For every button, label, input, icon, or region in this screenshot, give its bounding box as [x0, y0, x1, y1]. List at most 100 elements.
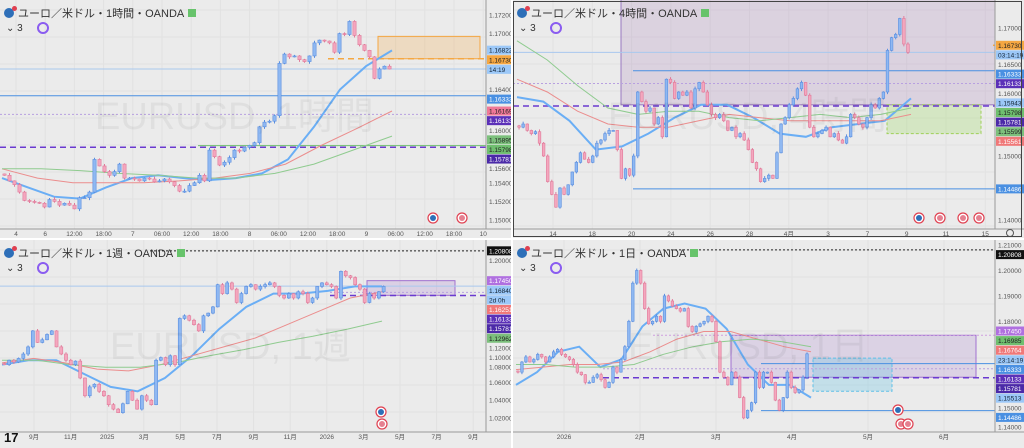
candle[interactable] — [212, 148, 217, 159]
candle[interactable] — [783, 116, 787, 125]
candle[interactable] — [632, 153, 636, 178]
candle[interactable] — [147, 176, 152, 181]
chart-title[interactable]: ユーロ／米ドル・1日・OANDA — [531, 248, 687, 260]
candle[interactable] — [45, 333, 49, 341]
candle[interactable] — [541, 142, 546, 157]
candle[interactable] — [302, 58, 307, 63]
candle[interactable] — [382, 65, 387, 70]
candle[interactable] — [718, 340, 722, 374]
economic-event-us-icon[interactable] — [934, 212, 946, 224]
candle[interactable] — [570, 171, 574, 187]
candle[interactable] — [713, 112, 718, 121]
candle[interactable] — [775, 151, 779, 179]
candle[interactable] — [536, 352, 540, 361]
candle[interactable] — [232, 149, 237, 160]
symbol-header[interactable]: ユーロ／米ドル・1週・OANDA — [4, 245, 186, 261]
candle[interactable] — [836, 131, 840, 142]
candle[interactable] — [793, 385, 797, 394]
candle[interactable] — [898, 17, 902, 37]
candle[interactable] — [277, 61, 282, 118]
candle[interactable] — [122, 163, 127, 180]
candle[interactable] — [282, 294, 286, 300]
candle[interactable] — [277, 285, 282, 298]
candle[interactable] — [521, 121, 525, 129]
candle[interactable] — [781, 396, 785, 413]
candle[interactable] — [771, 174, 775, 179]
candle[interactable] — [578, 151, 583, 164]
candle[interactable] — [591, 154, 595, 164]
chart-panel-4h[interactable]: ユーロ／米ドル・4時間・OANDA ⌄ 3 EURUSD, 4時間 1.1700… — [513, 0, 1024, 238]
candle[interactable] — [746, 137, 750, 151]
candle[interactable] — [651, 320, 655, 326]
candle[interactable] — [607, 127, 611, 136]
candle[interactable] — [789, 370, 793, 390]
candle[interactable] — [97, 158, 102, 167]
candle[interactable] — [587, 156, 591, 164]
candle[interactable] — [258, 284, 263, 292]
candle[interactable] — [902, 16, 906, 47]
candle[interactable] — [754, 161, 759, 171]
candle[interactable] — [853, 112, 857, 120]
candle[interactable] — [787, 102, 791, 120]
candle[interactable] — [320, 282, 324, 289]
candle[interactable] — [348, 274, 353, 280]
candle[interactable] — [211, 305, 215, 315]
candle[interactable] — [272, 114, 277, 124]
candle[interactable] — [312, 40, 317, 58]
candle[interactable] — [173, 355, 177, 367]
candle[interactable] — [215, 283, 220, 308]
candle[interactable] — [192, 181, 197, 186]
candle[interactable] — [47, 198, 52, 208]
candle[interactable] — [603, 378, 607, 389]
candle[interactable] — [670, 299, 674, 308]
candle[interactable] — [182, 188, 187, 193]
candle[interactable] — [777, 398, 781, 412]
candle[interactable] — [206, 312, 211, 317]
candle[interactable] — [647, 306, 651, 325]
candle[interactable] — [21, 352, 26, 361]
candle[interactable] — [769, 370, 773, 384]
candle[interactable] — [554, 192, 558, 208]
candle[interactable] — [567, 355, 572, 362]
candle[interactable] — [112, 169, 117, 177]
candle[interactable] — [750, 401, 754, 413]
candle[interactable] — [137, 178, 142, 182]
candle[interactable] — [282, 52, 287, 65]
candle[interactable] — [685, 90, 689, 97]
candle[interactable] — [287, 53, 292, 59]
candle[interactable] — [116, 407, 120, 414]
candle[interactable] — [68, 358, 73, 366]
economic-event-us-icon[interactable] — [456, 212, 468, 224]
candle[interactable] — [517, 124, 521, 130]
candle[interactable] — [623, 345, 627, 361]
candle[interactable] — [678, 306, 682, 313]
candle[interactable] — [339, 270, 343, 301]
candle[interactable] — [92, 157, 97, 194]
candle[interactable] — [367, 49, 372, 59]
candle[interactable] — [648, 105, 652, 113]
candle[interactable] — [297, 55, 302, 62]
chart-panel-1w[interactable]: ユーロ／米ドル・1週・OANDA ⌄ 3 EURUSD, 1週 17 1.208… — [0, 240, 511, 448]
candle[interactable] — [332, 41, 337, 54]
candle[interactable] — [726, 120, 730, 132]
price-axis[interactable]: 1.17000 1.16730 03:14:19 1.16500 1.16333 1.16… — [994, 0, 1024, 238]
candle[interactable] — [64, 352, 68, 362]
candle[interactable] — [555, 348, 560, 353]
candle[interactable] — [558, 187, 562, 209]
symbol-header[interactable]: ユーロ／米ドル・1時間・OANDA — [4, 5, 197, 21]
candle[interactable] — [668, 77, 673, 85]
candle[interactable] — [49, 330, 54, 336]
candle[interactable] — [352, 20, 357, 38]
price-zone-rect[interactable] — [377, 35, 481, 60]
candle[interactable] — [662, 293, 667, 323]
candle[interactable] — [681, 90, 685, 96]
candle[interactable] — [329, 283, 334, 289]
candle[interactable] — [656, 116, 660, 126]
candle[interactable] — [767, 173, 771, 181]
candle[interactable] — [623, 167, 628, 181]
candle[interactable] — [575, 362, 579, 374]
economic-event-us-icon[interactable] — [973, 212, 985, 224]
candle[interactable] — [197, 173, 202, 184]
candle[interactable] — [347, 20, 352, 36]
candle[interactable] — [7, 359, 11, 366]
